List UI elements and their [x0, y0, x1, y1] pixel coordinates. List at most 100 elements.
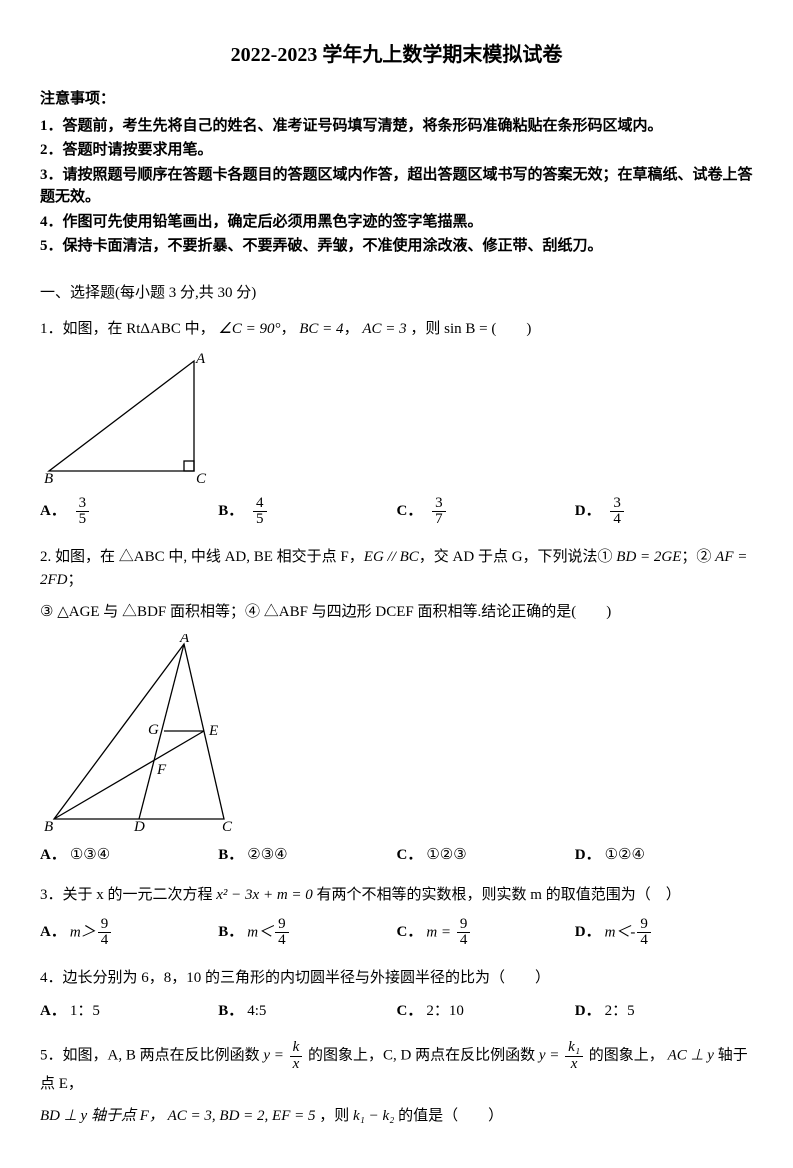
- q5-text: 5．如图，A, B 两点在反比例函数: [40, 1048, 263, 1064]
- q4-option-a: A．1：5: [40, 1000, 218, 1023]
- q2-stmt1: BD = 2GE: [616, 549, 681, 565]
- frac-num: 3: [432, 496, 446, 513]
- opt-text: ①③④: [70, 847, 110, 863]
- opt-label: A．: [40, 503, 66, 519]
- svg-text:A: A: [195, 351, 206, 367]
- q1-option-a: A． 35: [40, 496, 218, 529]
- q5-fn1-y: y =: [263, 1048, 284, 1064]
- q3-option-c: C．m = 94: [397, 917, 575, 950]
- q2-expr: EG // BC: [364, 549, 419, 565]
- opt-label: D．: [575, 847, 601, 863]
- frac-num: 9: [98, 917, 112, 934]
- q3-text-a: 3．关于 x 的一元二次方程: [40, 887, 216, 903]
- notice-line: 1．答题前，考生先将自己的姓名、准考证号码填写清楚，将条形码准确粘贴在条形码区域…: [40, 115, 753, 138]
- question-2: 2. 如图，在 △ABC 中, 中线 AD, BE 相交于点 F，EG // B…: [40, 546, 753, 591]
- q3-option-a: A．m＞94: [40, 917, 218, 950]
- notice-line: 4．作图可先使用铅笔画出，确定后必须用黑色字迹的签字笔描黑。: [40, 211, 753, 234]
- q3-options: A．m＞94 B．m＜94 C．m = 94 D．m＜-94: [40, 917, 753, 950]
- q1-seg2: AC = 3: [362, 321, 406, 337]
- frac-num: 3: [610, 496, 624, 513]
- frac-num: 9: [457, 917, 471, 934]
- q1-option-c: C． 37: [397, 496, 575, 529]
- opt-label: B．: [218, 924, 243, 940]
- opt-text: 4:5: [247, 1003, 266, 1019]
- question-1: 1．如图，在 RtΔABC 中， ∠C = 90°， BC = 4， AC = …: [40, 318, 753, 341]
- frac-den: 4: [457, 933, 471, 949]
- frac-den: 4: [610, 512, 624, 528]
- q2-options: A．①③④ B．②③④ C．①②③ D．①②④: [40, 844, 753, 867]
- opt-text: 1：5: [70, 1003, 100, 1019]
- opt-text: 2：5: [605, 1003, 635, 1019]
- opt-prefix: m＜: [247, 924, 273, 940]
- q4-options: A．1：5 B．4:5 C．2：10 D．2：5: [40, 1000, 753, 1023]
- q5-text: 的图象上，C, D 两点在反比例函数: [308, 1048, 539, 1064]
- svg-text:C: C: [222, 819, 233, 834]
- q3-option-b: B．m＜94: [218, 917, 396, 950]
- svg-text:D: D: [133, 819, 145, 834]
- opt-label: C．: [397, 503, 423, 519]
- frac-den: 4: [98, 933, 112, 949]
- frac-num: 3: [76, 496, 90, 513]
- exam-title: 2022-2023 学年九上数学期末模拟试卷: [40, 40, 753, 70]
- opt-label: B．: [218, 1003, 243, 1019]
- q2-text: ，交 AD 于点 G，下列说法①: [419, 549, 617, 565]
- opt-text: 2：10: [426, 1003, 464, 1019]
- notice-line: 5．保持卡面清洁，不要折暴、不要弄破、弄皱，不准使用涂改液、修正带、刮纸刀。: [40, 235, 753, 258]
- frac-num: k₁: [565, 1040, 583, 1057]
- frac-den: 5: [253, 512, 267, 528]
- q3-option-d: D．m＜-94: [575, 917, 753, 950]
- opt-label: C．: [397, 1003, 423, 1019]
- notice-line: 2．答题时请按要求用笔。: [40, 139, 753, 162]
- q2-option-a: A．①③④: [40, 844, 218, 867]
- frac-den: x: [565, 1057, 583, 1073]
- opt-label: A．: [40, 924, 66, 940]
- q2-figure: A B C D E F G: [44, 634, 753, 834]
- q1-option-b: B． 45: [218, 496, 396, 529]
- opt-label: D．: [575, 1003, 601, 1019]
- svg-text:G: G: [148, 722, 159, 738]
- frac-num: 9: [275, 917, 289, 934]
- q1-options: A． 35 B． 45 C． 37 D． 34: [40, 496, 753, 529]
- q2-option-d: D．①②④: [575, 844, 753, 867]
- q5-text: 的图象上，: [589, 1048, 664, 1064]
- frac-den: x: [290, 1057, 303, 1073]
- opt-label: C．: [397, 924, 423, 940]
- opt-label: B．: [218, 847, 243, 863]
- q4-option-d: D．2：5: [575, 1000, 753, 1023]
- q1-prefix: 1．如图，在 RtΔABC 中，: [40, 321, 215, 337]
- q5-fn2-y: y =: [539, 1048, 560, 1064]
- frac-den: 4: [637, 933, 651, 949]
- q3-text-b: 有两个不相等的实数根，则实数 m 的取值范围为（ ）: [313, 887, 681, 903]
- svg-text:B: B: [44, 471, 53, 486]
- q1-tail: ，则 sin B = ( ): [410, 321, 531, 337]
- opt-label: B．: [218, 503, 243, 519]
- section-heading: 一、选择题(每小题 3 分,共 30 分): [40, 282, 753, 305]
- q5-perp1: AC ⊥ y: [668, 1048, 714, 1064]
- opt-label: D．: [575, 924, 601, 940]
- svg-text:A: A: [179, 634, 190, 646]
- opt-text: ①②④: [605, 847, 645, 863]
- opt-text: ①②③: [426, 847, 466, 863]
- q1-seg1: BC = 4: [299, 321, 343, 337]
- opt-prefix: m =: [426, 924, 454, 940]
- svg-text:C: C: [196, 471, 207, 486]
- opt-text: ②③④: [247, 847, 287, 863]
- opt-label: A．: [40, 847, 66, 863]
- frac-num: 4: [253, 496, 267, 513]
- notice-heading: 注意事项：: [40, 88, 753, 111]
- svg-text:F: F: [156, 762, 167, 778]
- q2-option-b: B．②③④: [218, 844, 396, 867]
- opt-prefix: m＞: [70, 924, 96, 940]
- q2-tail1: ；: [68, 572, 83, 588]
- opt-label: A．: [40, 1003, 66, 1019]
- q4-option-b: B．4:5: [218, 1000, 396, 1023]
- q4-option-c: C．2：10: [397, 1000, 575, 1023]
- frac-den: 7: [432, 512, 446, 528]
- q2-statements: ③ △AGE 与 △BDF 面积相等；④ △ABF 与四边形 DCEF 面积相等…: [40, 601, 753, 624]
- question-5-line1: 5．如图，A, B 两点在反比例函数 y = kx 的图象上，C, D 两点在反…: [40, 1040, 753, 1095]
- q2-sep: ；②: [681, 549, 715, 565]
- q2-text: 2. 如图，在 △ABC 中, 中线 AD, BE 相交于点 F，: [40, 549, 364, 565]
- q2-option-c: C．①②③: [397, 844, 575, 867]
- svg-text:E: E: [208, 723, 218, 739]
- frac-num: k: [290, 1040, 303, 1057]
